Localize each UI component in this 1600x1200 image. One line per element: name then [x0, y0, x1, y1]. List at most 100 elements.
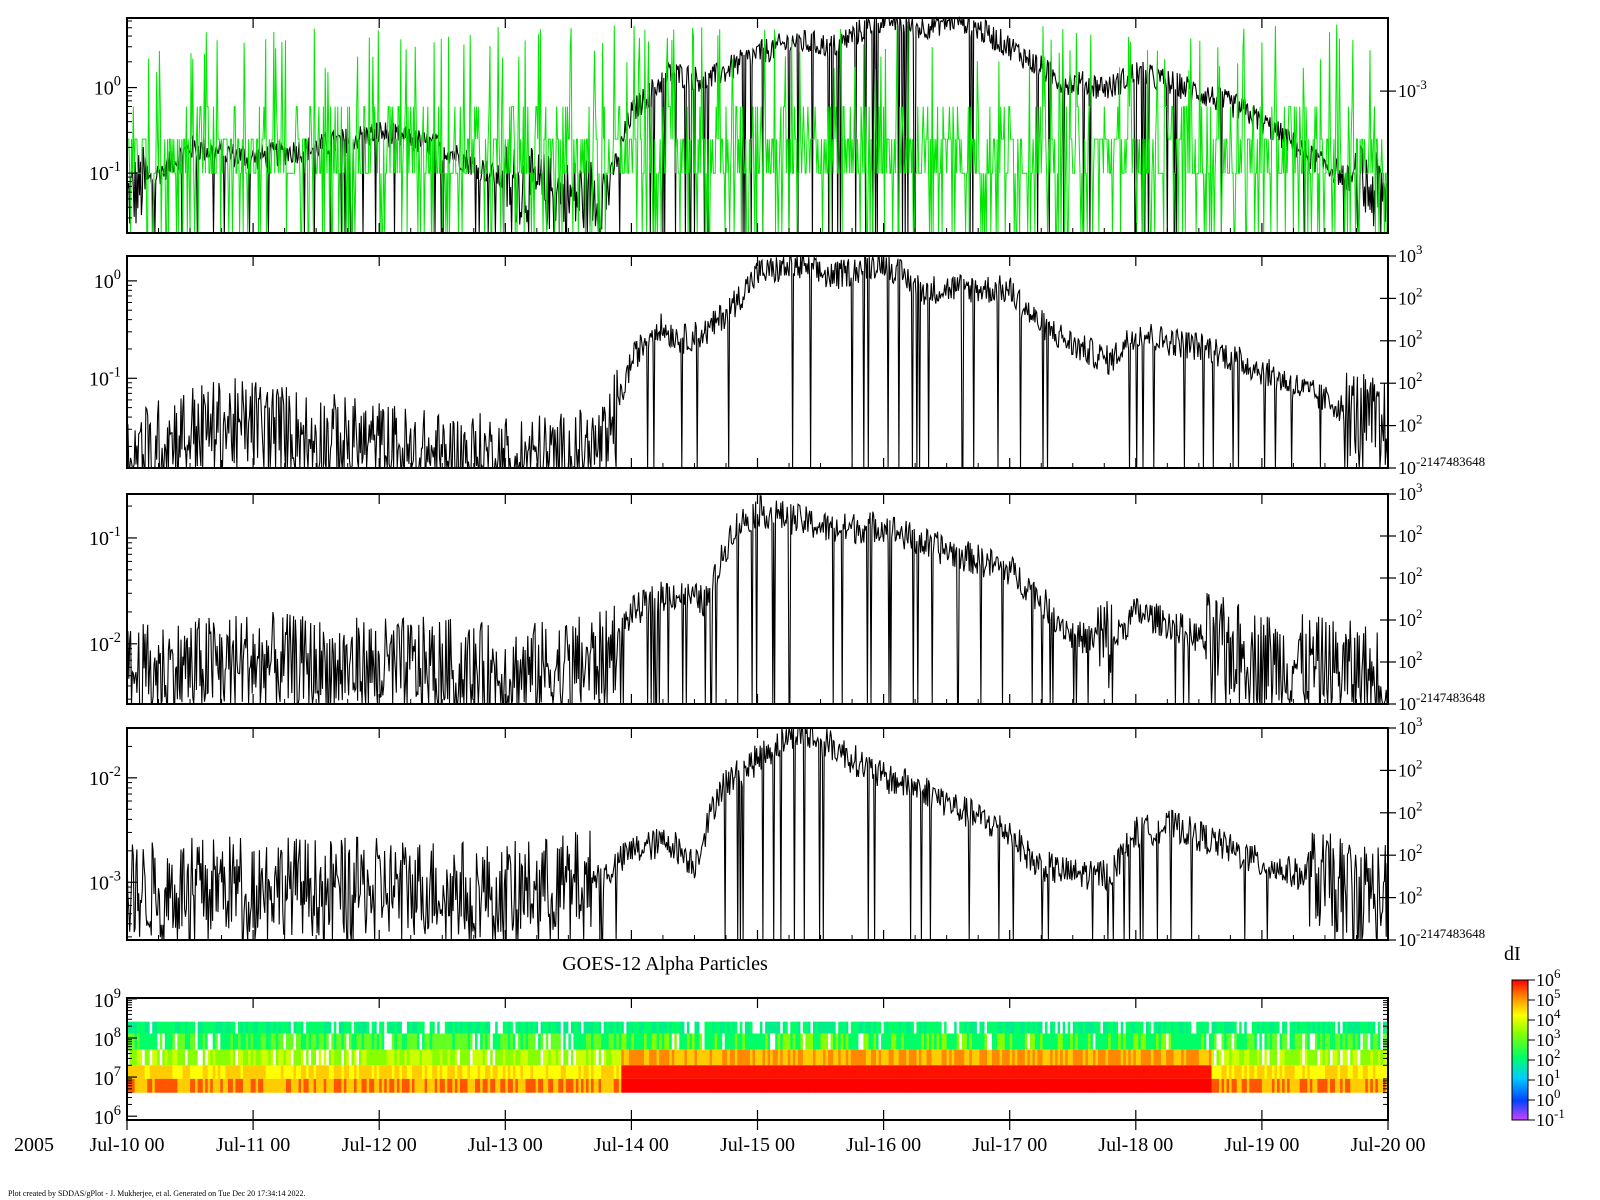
heatmap-cell: [926, 1021, 930, 1034]
heatmap-cell: [1123, 1065, 1127, 1079]
heatmap-cell: [1143, 1065, 1147, 1079]
heatmap-cell: [442, 1065, 446, 1079]
heatmap-cell: [263, 1065, 267, 1079]
heatmap-cell: [356, 1033, 360, 1050]
heatmap-cell: [1279, 1078, 1283, 1093]
heatmap-cell: [308, 1021, 312, 1034]
heatmap-cell: [154, 1033, 158, 1050]
heatmap-cell: [172, 1033, 176, 1050]
heatmap-cell: [1143, 1078, 1147, 1093]
heatmap-cell: [331, 1021, 335, 1034]
heatmap-cell: [346, 1078, 350, 1093]
heatmap-cell: [956, 1065, 960, 1079]
heatmap-cell: [1203, 1078, 1208, 1093]
heatmap-cell: [1340, 1033, 1344, 1050]
heatmap-cell: [686, 1065, 691, 1079]
heatmap-cell: [190, 1021, 194, 1034]
heatmap-cell: [217, 1049, 221, 1066]
heatmap-cell: [560, 1065, 564, 1079]
heatmap-cell: [573, 1065, 577, 1079]
heatmap-cell: [1206, 1065, 1210, 1079]
heatmap-cell: [391, 1033, 395, 1050]
heatmap-cell: [770, 1065, 774, 1079]
heatmap-cell: [732, 1033, 736, 1050]
heatmap-cell: [1274, 1049, 1278, 1066]
heatmap-cell: [858, 1021, 862, 1034]
heatmap-cell: [313, 1021, 317, 1034]
heatmap-cell: [144, 1033, 148, 1050]
heatmap-cell: [1234, 1033, 1238, 1050]
heatmap-cell: [1002, 1021, 1006, 1034]
heatmap-cell: [1123, 1033, 1127, 1050]
heatmap-cell: [538, 1033, 542, 1050]
heatmap-cell: [656, 1049, 660, 1066]
heatmap-cell: [338, 1078, 342, 1093]
heatmap-cell: [966, 1021, 970, 1034]
heatmap-cell: [830, 1078, 834, 1093]
heatmap-cell: [1377, 1033, 1382, 1050]
heatmap-cell: [1070, 1078, 1074, 1093]
heatmap-cell: [222, 1033, 226, 1050]
heatmap-cell: [1120, 1078, 1124, 1093]
heatmap-cell: [480, 1065, 484, 1079]
heatmap-cell: [772, 1049, 776, 1066]
heatmap-cell: [1249, 1078, 1253, 1093]
heatmap-cell: [1062, 1065, 1066, 1079]
heatmap-cell: [611, 1033, 615, 1050]
heatmap-cell: [1294, 1049, 1298, 1066]
heatmap-cell: [1302, 1065, 1306, 1079]
heatmap-cell: [848, 1078, 852, 1093]
heatmap-cell: [248, 1049, 252, 1066]
heatmap-cell: [326, 1033, 330, 1050]
heatmap-cell: [628, 1065, 633, 1079]
heatmap-cell: [1219, 1033, 1223, 1050]
heatmap-cell: [1322, 1033, 1326, 1050]
heatmap-cell: [1307, 1078, 1311, 1093]
heatmap-cell: [676, 1021, 680, 1034]
heatmap-cell: [707, 1078, 711, 1093]
heatmap-cell: [810, 1049, 814, 1066]
heatmap-cell: [303, 1065, 307, 1079]
heatmap-cell: [636, 1078, 640, 1093]
heatmap-cell: [323, 1065, 327, 1079]
heatmap-cell: [459, 1078, 464, 1093]
heatmap-cell: [873, 1021, 877, 1034]
heatmap-cell: [497, 1049, 501, 1066]
heatmap-cell: [1229, 1065, 1233, 1079]
heatmap-cell: [273, 1065, 277, 1079]
heatmap-cell: [346, 1049, 350, 1066]
heatmap-cell: [1130, 1033, 1134, 1050]
heatmap-cell: [1178, 1021, 1182, 1034]
heatmap-cell: [724, 1078, 728, 1093]
heatmap-cell: [813, 1065, 817, 1079]
heatmap-cell: [1135, 1065, 1139, 1079]
heatmap-cell: [724, 1021, 728, 1034]
heatmap-cell: [992, 1021, 996, 1034]
heatmap-cell: [540, 1049, 544, 1066]
heatmap-cell: [401, 1065, 406, 1079]
heatmap-cell: [328, 1049, 332, 1066]
heatmap-cell: [729, 1033, 733, 1050]
heatmap-cell: [752, 1078, 756, 1093]
heatmap-cell: [828, 1065, 832, 1079]
heatmap-cell: [1241, 1033, 1245, 1050]
heatmap-cell: [707, 1021, 711, 1034]
heatmap-cell: [639, 1065, 643, 1079]
heatmap-cell: [815, 1078, 819, 1093]
right-tick-label: 10-3: [1398, 77, 1427, 101]
heatmap-cell: [664, 1078, 668, 1093]
heatmap-cell: [1327, 1065, 1331, 1079]
heatmap-cell: [936, 1033, 940, 1050]
heatmap-cell: [371, 1033, 375, 1050]
heatmap-cell: [354, 1065, 358, 1079]
heatmap-cell: [515, 1065, 519, 1079]
heatmap-cell: [855, 1078, 860, 1093]
heatmap-cell: [1173, 1021, 1177, 1034]
heatmap-cell: [631, 1065, 635, 1079]
heatmap-cell: [676, 1065, 680, 1079]
heatmap-cell: [1158, 1049, 1162, 1066]
heatmap-cell: [737, 1065, 741, 1079]
heatmap-cell: [227, 1078, 232, 1093]
heatmap-cell: [570, 1049, 575, 1066]
heatmap-cell: [974, 1065, 978, 1079]
